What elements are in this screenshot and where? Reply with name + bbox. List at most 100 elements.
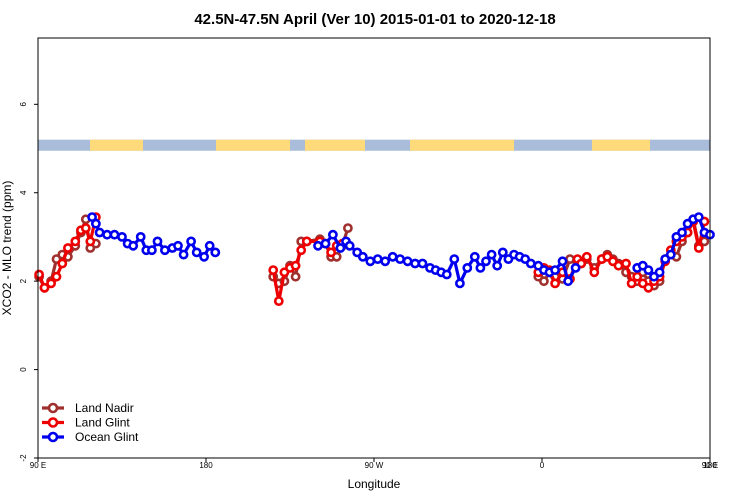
data-point bbox=[173, 240, 183, 251]
data-point bbox=[454, 278, 465, 289]
data-point bbox=[550, 278, 560, 289]
x-tick-label: 0 bbox=[540, 461, 545, 470]
y-axis-label: XCO2 - MLO trend (ppm) bbox=[0, 181, 14, 316]
data-point bbox=[135, 231, 146, 242]
data-point bbox=[449, 254, 460, 264]
data-point bbox=[417, 258, 428, 269]
data-point bbox=[290, 260, 301, 271]
data-point bbox=[63, 243, 73, 253]
legend-item: Ocean Glint bbox=[42, 430, 139, 444]
data-point bbox=[39, 282, 50, 293]
data-point bbox=[497, 247, 508, 258]
data-point bbox=[475, 262, 486, 273]
data-point bbox=[191, 247, 202, 258]
data-point bbox=[313, 240, 323, 251]
data-point bbox=[51, 271, 62, 282]
data-point bbox=[210, 247, 221, 258]
x-axis-label: Longitude bbox=[348, 477, 401, 491]
legend-label: Ocean Glint bbox=[75, 430, 139, 444]
land-band bbox=[592, 139, 650, 151]
data-point bbox=[693, 212, 704, 222]
data-point bbox=[290, 271, 301, 282]
y-axis: -2 0 2 4 6 bbox=[19, 102, 38, 462]
y-tick-label: 4 bbox=[19, 190, 28, 195]
data-point bbox=[186, 236, 196, 247]
legend-label: Land Glint bbox=[75, 416, 130, 430]
data-point bbox=[34, 269, 44, 280]
series-ocean-glint bbox=[87, 212, 715, 289]
x-tick-label: 90 E bbox=[30, 461, 46, 470]
data-point bbox=[296, 245, 307, 256]
data-point bbox=[357, 251, 368, 262]
data-point bbox=[643, 282, 654, 293]
data-point bbox=[621, 258, 631, 269]
legend-item: Land Nadir bbox=[42, 401, 134, 415]
legend-label: Land Nadir bbox=[75, 401, 134, 415]
data-point bbox=[665, 249, 676, 260]
data-point bbox=[178, 249, 189, 260]
data-point bbox=[589, 267, 600, 278]
data-point bbox=[46, 278, 56, 289]
data-point bbox=[481, 256, 491, 267]
chart-title: 42.5N-47.5N April (Ver 10) 2015-01-01 to… bbox=[194, 11, 555, 28]
data-point bbox=[486, 249, 497, 260]
data-point bbox=[372, 254, 383, 264]
data-point bbox=[693, 243, 704, 253]
land-band bbox=[90, 139, 143, 151]
data-point bbox=[654, 267, 665, 278]
data-point bbox=[565, 254, 575, 264]
data-point bbox=[550, 265, 560, 275]
data-point bbox=[492, 260, 503, 271]
land-band bbox=[410, 139, 514, 151]
x-tick-label: 180 bbox=[703, 461, 717, 470]
data-series bbox=[34, 212, 715, 306]
land-band bbox=[305, 139, 365, 151]
data-point bbox=[557, 256, 568, 267]
legend-swatch-marker bbox=[47, 431, 59, 443]
data-point bbox=[563, 276, 573, 287]
data-point bbox=[57, 258, 68, 269]
data-point bbox=[441, 269, 452, 280]
data-point bbox=[395, 254, 405, 264]
data-point bbox=[326, 247, 336, 258]
data-point bbox=[109, 229, 120, 240]
data-point bbox=[581, 251, 592, 262]
data-point bbox=[462, 262, 473, 273]
land-band bbox=[216, 139, 290, 151]
data-point bbox=[159, 245, 170, 256]
data-point bbox=[632, 271, 643, 282]
data-point bbox=[335, 243, 346, 253]
legend-swatch-marker bbox=[47, 402, 59, 414]
data-point bbox=[273, 296, 284, 306]
data-point bbox=[469, 251, 480, 262]
data-point bbox=[380, 256, 391, 267]
data-point bbox=[613, 260, 624, 271]
data-point bbox=[268, 265, 279, 275]
data-point bbox=[80, 223, 91, 233]
x-tick-label: 90 E bbox=[702, 461, 718, 470]
data-point bbox=[525, 258, 536, 269]
data-point bbox=[199, 251, 209, 262]
data-point bbox=[94, 227, 105, 238]
data-point bbox=[626, 278, 637, 289]
data-point bbox=[117, 231, 127, 242]
data-point bbox=[327, 229, 338, 240]
data-point bbox=[204, 240, 215, 251]
data-point bbox=[402, 256, 413, 267]
data-point bbox=[570, 262, 581, 273]
data-point bbox=[70, 236, 81, 247]
x-tick-label: 180 bbox=[199, 461, 213, 470]
data-point bbox=[342, 223, 353, 233]
legend-item: Land Glint bbox=[42, 416, 130, 430]
data-point bbox=[152, 236, 163, 247]
y-tick-label: -2 bbox=[19, 454, 28, 462]
data-point bbox=[320, 238, 331, 249]
data-point bbox=[677, 227, 687, 238]
data-point bbox=[128, 240, 139, 251]
y-tick-label: 0 bbox=[19, 367, 28, 372]
x-tick-label: 90 W bbox=[365, 461, 384, 470]
surface-strip bbox=[38, 139, 710, 151]
data-point bbox=[146, 245, 157, 256]
